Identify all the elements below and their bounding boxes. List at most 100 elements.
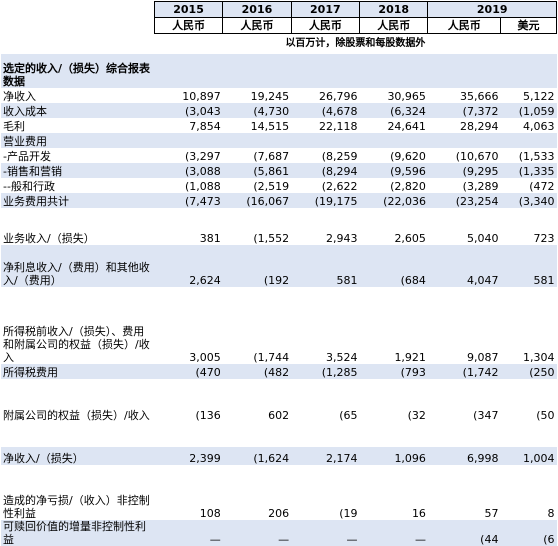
row-label: 附属公司的权益（损失）/收入 (3, 408, 150, 422)
row-value: (1,533 (518, 149, 555, 163)
row-value: (10,670 (455, 149, 499, 163)
row-value (291, 132, 360, 148)
currency-2017: 人民币 (290, 17, 360, 34)
row-label (1, 208, 154, 230)
table-row: 净收入 10,897 19,245 26,796 30,965 35,666 5,122 (1, 88, 557, 103)
row-value (428, 422, 501, 447)
row-value: 30,965 (387, 89, 426, 103)
row-value: 1,304 (523, 350, 555, 364)
row-value: 24,641 (387, 119, 426, 133)
row-value: 5,122 (523, 89, 555, 103)
row-value: (9,620 (390, 149, 426, 163)
row-value: (65 (339, 408, 358, 422)
row-label: 收入成本 (1, 102, 155, 118)
table-row: 营业费用 (1, 132, 557, 148)
table-row: 选定的收入/（损失）综合报表数据 (1, 53, 557, 88)
row-value: (1,335 (500, 162, 557, 178)
row-value (360, 208, 428, 230)
row-value: (6 (500, 519, 557, 546)
row-value (500, 287, 556, 309)
row-value: 9,087 (466, 350, 499, 364)
row-value: 6,998 (427, 446, 501, 465)
row-label (1, 465, 154, 490)
row-value: 5,040 (466, 231, 499, 245)
row-value: (2,519 (253, 179, 290, 193)
table-row: 可赎回价值的增量非控制性利益 — — — — (44 (6 (1, 519, 557, 546)
year-2015: 2015 (153, 1, 223, 18)
table-row: 收入成本 (3,043 (4,730 (4,678 (6,324 (7,372 (1,059 (1, 102, 557, 118)
table-row: 业务费用共计 (7,473 (16,067 (19,175 (22,036 (23,254… (1, 192, 557, 208)
row-label: 营业费用 (1, 132, 155, 148)
row-value: 1,096 (359, 446, 428, 465)
currency-header-row: 人民币 人民币 人民币 人民币 人民币 美元 (1, 17, 558, 34)
row-label: --般和行政 (3, 179, 55, 193)
row-value: (192 (222, 244, 292, 287)
table-row: -销售和营销 (3,088 (5,861 (8,294 (9,596 (9,295 (1,3… (1, 162, 557, 178)
row-value: (4,678 (291, 102, 360, 118)
row-value (360, 465, 428, 490)
row-label: 所得税费用 (1, 363, 155, 379)
row-value: 4,047 (427, 244, 501, 287)
table-row: 毛利 7,854 14,515 22,118 24,641 28,294 4,063 (1, 118, 557, 133)
row-value (291, 422, 359, 447)
row-value: (472 (529, 179, 555, 193)
table-row (1, 287, 557, 309)
table-row: 净利息收入/（费用）和其他收入/（费用） 2,624 (192 581 (684 4,04… (1, 244, 557, 287)
row-label: 净收入 (3, 89, 36, 103)
row-value: (9,295 (427, 162, 501, 178)
row-value (359, 132, 428, 148)
unit-note: 以百万计，除股票和每股数据外 (285, 38, 426, 50)
row-value: 206 (268, 506, 290, 520)
year-header-row: 2015 2016 2017 2018 2019 (1, 1, 557, 18)
currency-2019-usd: 美元 (499, 17, 558, 34)
row-value (154, 422, 222, 447)
row-value (427, 132, 501, 148)
row-value: (19,175 (291, 192, 360, 208)
row-value (359, 53, 428, 88)
row-value (222, 53, 292, 88)
row-value (500, 422, 556, 447)
row-value: (1,552 (253, 231, 290, 245)
row-value (223, 422, 291, 447)
row-value (154, 53, 223, 88)
row-value: 2,605 (394, 231, 426, 245)
row-value: (22,036 (359, 192, 428, 208)
table-row: --般和行政 (1,088 (2,519 (2,622 (2,820 (3,289 (472 (1, 178, 557, 193)
row-value: 1,004 (500, 446, 557, 465)
row-value: 3,005 (189, 350, 221, 364)
row-value: (1,624 (222, 446, 292, 465)
year-2017: 2017 (290, 1, 360, 18)
row-value: (7,687 (253, 149, 290, 163)
row-value: 10,897 (182, 89, 221, 103)
row-value (427, 53, 501, 88)
row-value: (250 (500, 363, 557, 379)
row-value (291, 287, 359, 309)
table-row (1, 422, 557, 447)
table-row: 附属公司的权益（损失）/收入 (136 602 (65 (32 (347 (50 (1, 379, 557, 422)
row-value: (3,088 (154, 162, 223, 178)
row-value: 2,624 (154, 244, 223, 287)
row-label: 可赎回价值的增量非控制性利益 (1, 519, 155, 546)
row-value: (44 (427, 519, 501, 546)
row-label: 净利息收入/（费用）和其他收入/（费用） (1, 244, 155, 287)
row-value: (3,289 (462, 179, 499, 193)
row-value (291, 53, 360, 88)
row-value: 1,921 (394, 350, 426, 364)
row-label (1, 287, 154, 309)
unit-note-row: 以百万计，除股票和每股数据外 (1, 33, 557, 54)
table-row (1, 208, 557, 230)
row-value: 7,854 (189, 119, 221, 133)
row-value: 602 (268, 408, 290, 422)
row-value: 22,118 (319, 119, 358, 133)
row-value: 28,294 (459, 119, 499, 133)
row-value (500, 208, 556, 230)
row-value: (8,294 (291, 162, 360, 178)
row-value: (4,730 (222, 102, 292, 118)
row-value: (793 (359, 363, 428, 379)
row-value: 581 (500, 244, 557, 287)
row-value: (470 (154, 363, 223, 379)
row-value (154, 287, 222, 309)
currency-2018: 人民币 (359, 17, 428, 34)
row-value: 381 (199, 231, 221, 245)
